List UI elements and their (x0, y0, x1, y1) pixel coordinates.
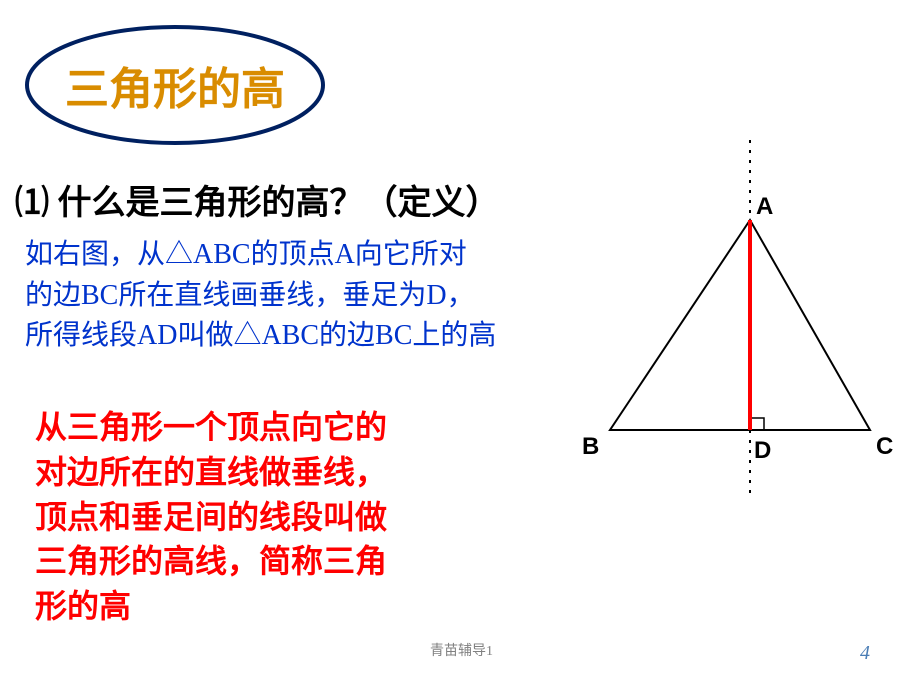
title-ellipse: 三角形的高 (20, 20, 330, 150)
slide-title: 三角形的高 (65, 53, 285, 117)
definition-line: 所得线段AD叫做△ABC的边BC上的高 (25, 316, 496, 357)
svg-text:B: B (582, 433, 599, 460)
definition-line: 的边BC所在直线画垂线，垂足为D， (25, 276, 496, 317)
page-number: 4 (860, 642, 870, 665)
definition-line: 如右图，从△ABC的顶点A向它所对 (25, 235, 496, 276)
svg-text:D: D (754, 437, 771, 464)
svg-text:A: A (756, 193, 773, 220)
summary-line: 顶点和垂足间的线段叫做 (35, 495, 387, 540)
summary-line: 三角形的高线，简称三角 (35, 539, 387, 584)
triangle-diagram: A B C D (560, 130, 900, 510)
svg-text:C: C (876, 433, 893, 460)
summary-line: 形的高 (35, 584, 387, 629)
summary-line: 对边所在的直线做垂线， (35, 450, 387, 495)
footer-credit: 青苗辅导1 (430, 640, 493, 660)
question-heading: ⑴ 什么是三角形的高？（定义） (15, 175, 500, 224)
summary-line: 从三角形一个顶点向它的 (35, 405, 387, 450)
definition-text: 如右图，从△ABC的顶点A向它所对 的边BC所在直线画垂线，垂足为D， 所得线段… (25, 235, 496, 357)
summary-text: 从三角形一个顶点向它的 对边所在的直线做垂线， 顶点和垂足间的线段叫做 三角形的… (35, 405, 387, 629)
